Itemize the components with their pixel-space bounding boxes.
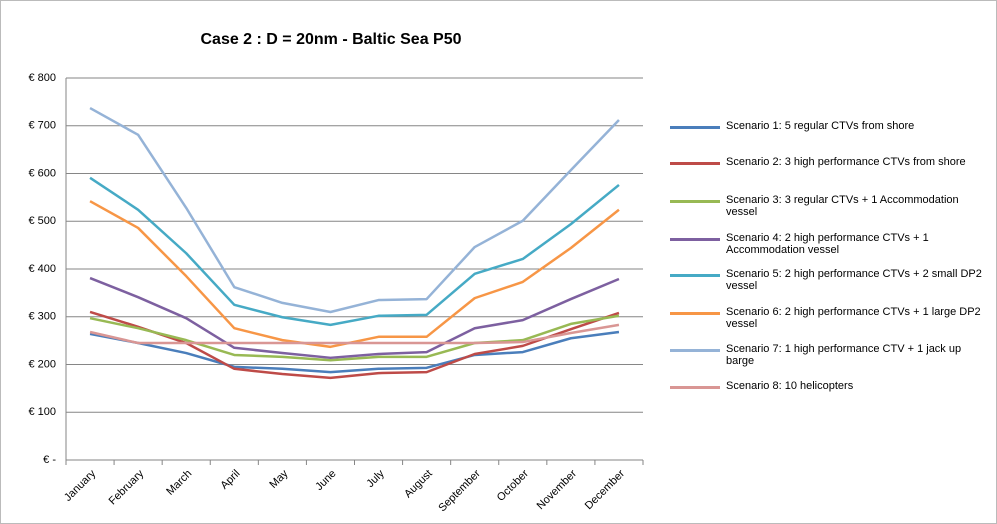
legend-item: Scenario 5: 2 high performance CTVs + 2 …	[670, 268, 990, 292]
x-tick-label: December	[583, 467, 628, 512]
series-line	[89, 323, 620, 345]
legend-swatch	[670, 386, 720, 389]
y-tick-label: € 600	[28, 167, 56, 179]
legend-label: Scenario 1: 5 regular CTVs from shore	[726, 120, 915, 132]
legend-label: Scenario 5: 2 high performance CTVs + 2 …	[726, 268, 982, 292]
legend-label: Scenario 2: 3 high performance CTVs from…	[726, 156, 966, 168]
y-tick-label: € 100	[28, 406, 56, 418]
legend-item: Scenario 2: 3 high performance CTVs from…	[670, 156, 990, 168]
series-line	[89, 276, 620, 360]
series-line	[89, 176, 620, 327]
series-line	[89, 200, 620, 349]
x-tick-label: November	[535, 467, 580, 512]
chart-title: Case 2 : D = 20nm - Baltic Sea P50	[200, 31, 461, 48]
x-tick-label: October	[495, 467, 531, 503]
y-tick-label: € 700	[28, 120, 56, 132]
legend-label: Scenario 8: 10 helicopters	[726, 380, 854, 392]
y-tick-label: € 200	[28, 358, 56, 370]
legend-swatch	[670, 200, 720, 203]
y-tick-label: € 300	[28, 311, 56, 323]
y-tick-label: € 800	[28, 72, 56, 84]
legend-item: Scenario 4: 2 high performance CTVs + 1 …	[670, 232, 990, 256]
series-line	[89, 330, 620, 374]
legend-swatch	[670, 162, 720, 165]
x-tick-label: September	[436, 467, 483, 514]
x-tick-label: June	[313, 468, 338, 493]
legend-swatch	[670, 274, 720, 277]
x-tick-label: May	[267, 467, 291, 491]
legend-swatch	[670, 126, 720, 129]
legend-item: Scenario 7: 1 high performance CTV + 1 j…	[670, 343, 990, 367]
series-line	[89, 310, 620, 380]
x-tick-label: April	[218, 468, 242, 492]
y-tick-label: € 400	[28, 263, 56, 275]
legend-item: Scenario 1: 5 regular CTVs from shore	[670, 120, 990, 132]
x-tick-label: July	[364, 467, 387, 490]
y-tick-label: € -	[43, 454, 56, 466]
legend-swatch	[670, 238, 720, 241]
legend-item: Scenario 8: 10 helicopters	[670, 380, 990, 392]
x-tick-label: March	[164, 468, 194, 498]
x-tick-label: January	[62, 467, 99, 504]
legend-label: Scenario 7: 1 high performance CTV + 1 j…	[726, 343, 962, 367]
y-tick-label: € 500	[28, 215, 56, 227]
x-tick-label: August	[402, 468, 435, 501]
legend-label: Scenario 6: 2 high performance CTVs + 1 …	[726, 306, 981, 330]
legend-label: Scenario 3: 3 regular CTVs + 1 Accommoda…	[726, 194, 959, 218]
x-tick-label: February	[107, 467, 147, 507]
legend-swatch	[670, 312, 720, 315]
series-line	[89, 314, 620, 362]
series-line	[89, 106, 620, 314]
legend-swatch	[670, 349, 720, 352]
legend-label: Scenario 4: 2 high performance CTVs + 1 …	[726, 232, 929, 256]
legend-item: Scenario 3: 3 regular CTVs + 1 Accommoda…	[670, 194, 990, 218]
legend-item: Scenario 6: 2 high performance CTVs + 1 …	[670, 306, 990, 330]
